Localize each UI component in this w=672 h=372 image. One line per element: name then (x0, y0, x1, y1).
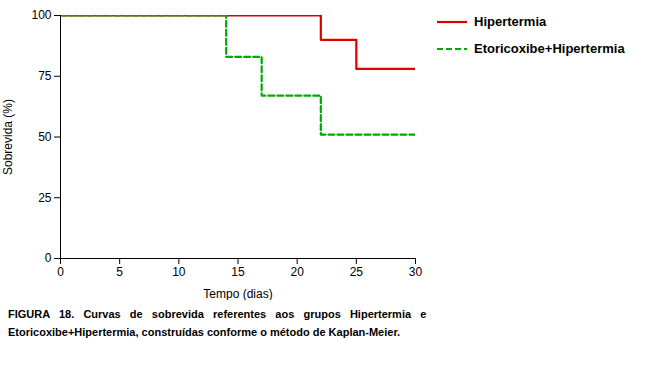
svg-text:10: 10 (172, 265, 186, 279)
svg-text:20: 20 (290, 265, 304, 279)
svg-text:0: 0 (45, 251, 52, 265)
svg-text:75: 75 (38, 69, 52, 83)
html-text:Etoricoxibe+Hipertermia, const: Etoricoxibe+Hipertermia, construídas con… (8, 325, 401, 338)
svg-text:Sobrevida (%): Sobrevida (%) (1, 99, 15, 175)
svg-text:Tempo (dias): Tempo (dias) (203, 287, 272, 301)
html-text:FIGURA 18. Curvas de sobrevida: FIGURA 18. Curvas de sobrevida referente… (8, 308, 427, 320)
html-text:Hipertermia: Hipertermia (474, 14, 547, 29)
svg-text:50: 50 (38, 130, 52, 144)
svg-text:15: 15 (231, 265, 245, 279)
html-text:Etoricoxibe+Hipertermia: Etoricoxibe+Hipertermia (474, 41, 625, 56)
svg-text:0: 0 (57, 265, 64, 279)
svg-text:30: 30 (409, 265, 423, 279)
svg-text:25: 25 (38, 191, 52, 205)
svg-text:100: 100 (31, 8, 51, 22)
svg-text:25: 25 (350, 265, 364, 279)
svg-text:5: 5 (116, 265, 123, 279)
